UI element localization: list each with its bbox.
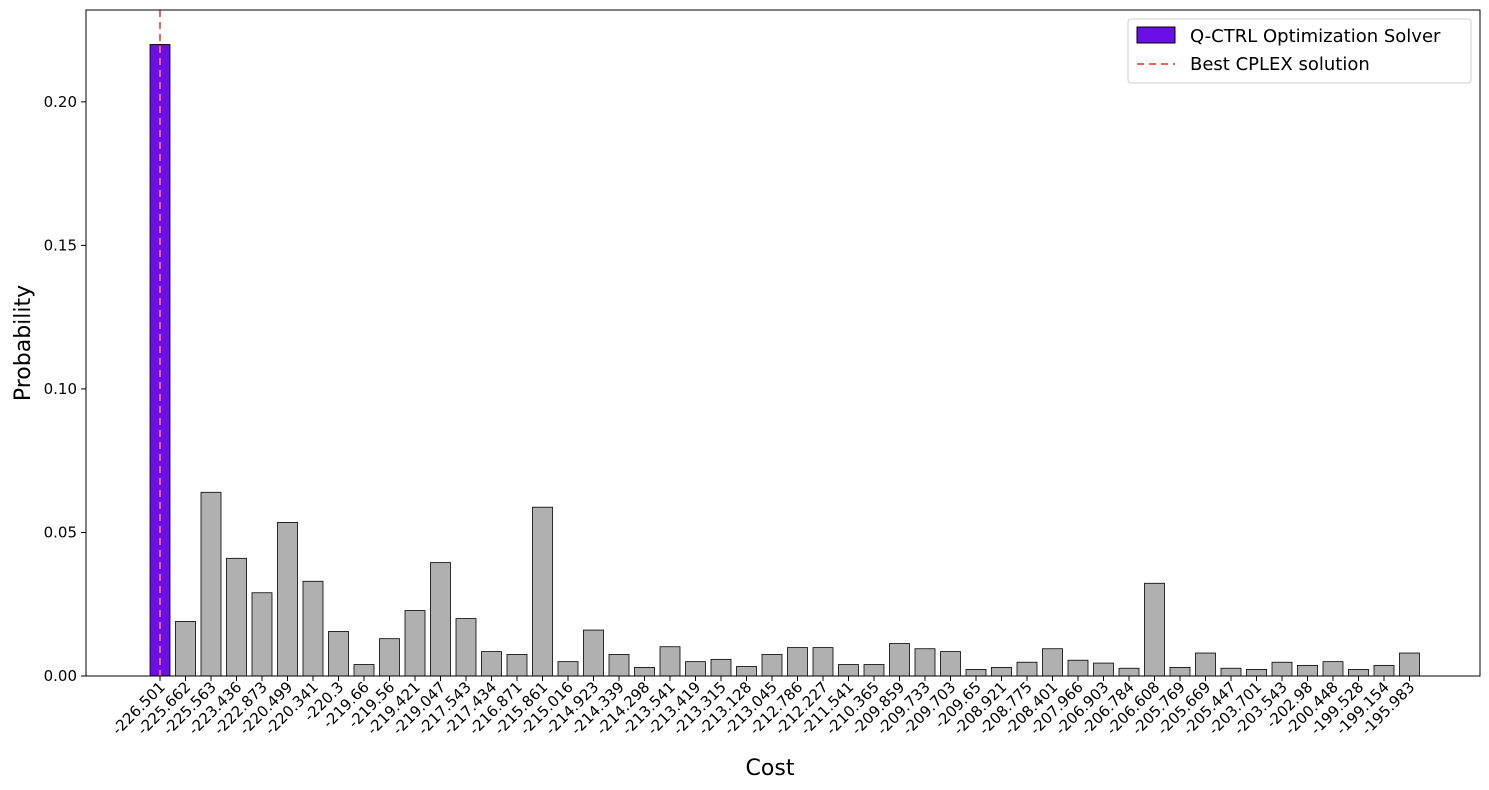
bar (1067, 659, 1089, 677)
bar (1271, 661, 1293, 677)
bar (175, 621, 196, 677)
y-tick-label: 0.20 (44, 93, 77, 111)
bar (404, 610, 426, 677)
bar (430, 562, 451, 677)
bar (532, 506, 553, 677)
bar (1144, 582, 1165, 677)
bar (583, 629, 604, 677)
bar (1195, 652, 1216, 677)
plot-frame (85, 9, 1481, 677)
bar (863, 664, 885, 677)
bar (1348, 668, 1369, 677)
legend-label-q-ctrl: Q-CTRL Optimization Solver (1190, 26, 1441, 47)
legend-box (1127, 18, 1472, 84)
bar (787, 647, 808, 677)
bar (455, 618, 477, 677)
bar (1373, 664, 1395, 677)
bar (736, 666, 757, 677)
bar (1220, 667, 1242, 677)
bar (914, 648, 936, 677)
bar (685, 661, 706, 677)
bar (481, 651, 502, 677)
y-axis: 0.00 0.05 0.10 0.15 0.20 (44, 93, 86, 685)
bar (302, 580, 324, 677)
bar (1246, 668, 1267, 677)
legend-swatch-q-ctrl (1136, 26, 1176, 44)
y-tick-label: 0.00 (44, 667, 77, 685)
y-tick-label: 0.05 (44, 523, 77, 541)
bar (965, 668, 987, 677)
bar (200, 491, 222, 677)
bars-group (149, 44, 1420, 677)
bar (226, 557, 247, 677)
bar (838, 664, 859, 677)
bar (634, 666, 655, 677)
bar (1169, 666, 1191, 677)
bar (1093, 662, 1114, 677)
x-axis: -226.501-225.662-225.563-223.436-222.873… (108, 676, 1418, 739)
bar (277, 522, 298, 677)
bar (710, 658, 732, 677)
bar (506, 654, 528, 677)
x-axis-title: Cost (746, 756, 795, 781)
bar (251, 592, 273, 677)
bar (940, 651, 961, 677)
bar (379, 638, 400, 677)
bar (1042, 648, 1063, 677)
bar (608, 654, 630, 677)
y-tick-label: 0.10 (44, 380, 77, 398)
bar (991, 666, 1012, 677)
bar (1016, 661, 1038, 677)
bar (353, 664, 375, 677)
bar (761, 654, 783, 677)
y-axis-title: Probability (11, 285, 36, 401)
bar (1118, 667, 1140, 677)
legend-label-cplex: Best CPLEX solution (1190, 54, 1370, 75)
legend: Q-CTRL Optimization Solver Best CPLEX so… (1127, 18, 1472, 84)
bar (1399, 652, 1420, 677)
bar (328, 631, 349, 677)
y-tick-label: 0.15 (44, 236, 77, 254)
bar (812, 647, 834, 677)
bar (659, 646, 681, 677)
bar (889, 643, 910, 677)
bar (1297, 664, 1318, 677)
bar (557, 661, 579, 677)
bar (1322, 661, 1344, 677)
